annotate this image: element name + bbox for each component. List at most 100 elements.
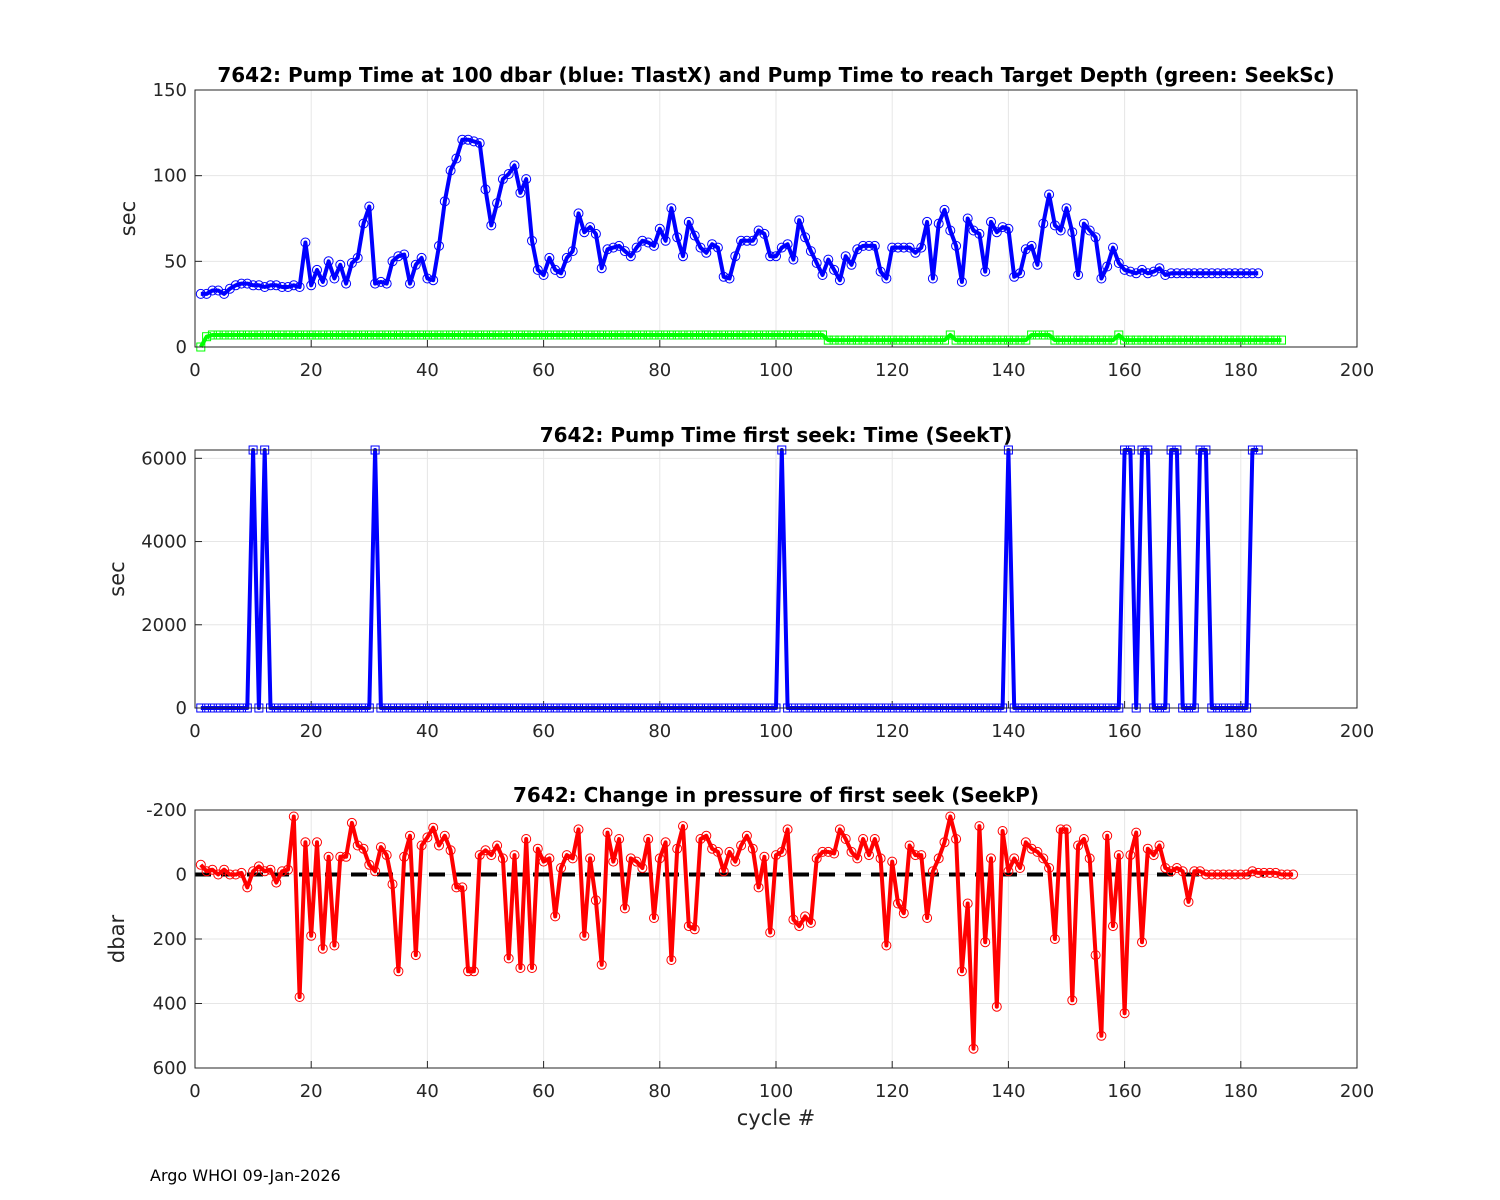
data-point bbox=[840, 834, 851, 844]
data-point bbox=[661, 330, 671, 340]
data-point bbox=[1056, 335, 1066, 345]
x-tick-label: 60 bbox=[532, 721, 555, 742]
data-point bbox=[747, 235, 758, 246]
data-point bbox=[695, 834, 706, 844]
data-point bbox=[747, 843, 758, 854]
data-point bbox=[812, 330, 822, 340]
data-point bbox=[416, 252, 427, 263]
data-point bbox=[881, 940, 892, 951]
data-point bbox=[312, 330, 322, 340]
data-point bbox=[805, 917, 816, 928]
data-point bbox=[1137, 335, 1147, 345]
data-point bbox=[997, 222, 1008, 233]
data-point bbox=[550, 330, 560, 340]
series-line-blue bbox=[200, 137, 1259, 296]
data-point bbox=[463, 330, 473, 340]
data-point bbox=[596, 959, 607, 970]
data-point bbox=[771, 251, 781, 262]
data-point bbox=[776, 846, 787, 857]
data-point bbox=[532, 843, 543, 854]
data-point bbox=[1044, 189, 1055, 200]
x-tick-label: 160 bbox=[1107, 721, 1141, 742]
data-point bbox=[788, 330, 798, 340]
data-point bbox=[1253, 268, 1264, 279]
data-point bbox=[405, 278, 415, 289]
data-point bbox=[620, 330, 630, 340]
data-point bbox=[1207, 335, 1217, 345]
data-point bbox=[852, 853, 863, 864]
data-point bbox=[910, 335, 920, 345]
data-point bbox=[1113, 258, 1124, 268]
data-point bbox=[533, 330, 543, 340]
x-tick-label: 100 bbox=[759, 1081, 793, 1102]
y-tick-label: 0 bbox=[176, 337, 187, 358]
data-point bbox=[980, 335, 990, 345]
x-tick-label: 120 bbox=[875, 360, 909, 381]
data-point bbox=[968, 1043, 979, 1054]
data-point bbox=[538, 856, 549, 867]
data-point bbox=[590, 228, 601, 239]
data-point bbox=[899, 335, 909, 345]
y-axis-label: sec bbox=[105, 561, 129, 596]
data-point bbox=[1259, 867, 1269, 878]
data-point bbox=[428, 822, 439, 833]
data-point bbox=[922, 913, 933, 923]
data-point bbox=[875, 266, 886, 277]
data-point bbox=[1195, 335, 1205, 345]
data-point bbox=[300, 237, 311, 248]
data-point bbox=[358, 218, 369, 229]
data-point bbox=[951, 335, 961, 345]
data-point bbox=[1212, 869, 1223, 880]
data-point bbox=[515, 963, 526, 973]
data-point bbox=[619, 903, 630, 914]
data-point bbox=[875, 853, 886, 864]
data-point bbox=[1020, 244, 1031, 255]
data-point bbox=[219, 330, 229, 340]
data-point bbox=[956, 966, 967, 977]
data-point bbox=[388, 330, 397, 340]
panel-3: 0 20 40 60 80 100 120 140 160 180 200 -200 0 200 400 60… bbox=[105, 783, 1374, 1130]
data-point bbox=[823, 335, 833, 345]
data-point bbox=[288, 811, 299, 822]
data-point bbox=[253, 280, 264, 291]
data-point bbox=[974, 821, 985, 832]
data-point bbox=[788, 254, 799, 265]
data-point bbox=[963, 335, 973, 345]
data-point bbox=[567, 246, 578, 257]
data-point bbox=[945, 330, 955, 340]
data-point bbox=[934, 335, 944, 345]
chart-title: 7642: Pump Time first seek: Time (SeekT) bbox=[540, 423, 1013, 447]
data-point bbox=[893, 898, 903, 909]
data-point bbox=[1091, 335, 1101, 345]
data-point bbox=[707, 843, 718, 854]
y-tick-label: 200 bbox=[153, 929, 187, 950]
data-point bbox=[475, 330, 485, 340]
data-point bbox=[538, 270, 549, 280]
data-point bbox=[399, 330, 409, 340]
data-point bbox=[544, 252, 555, 263]
data-point bbox=[684, 330, 694, 340]
y-tick-label: 4000 bbox=[141, 532, 187, 553]
data-point bbox=[1143, 335, 1153, 345]
x-tick-label: 0 bbox=[189, 721, 200, 742]
data-point bbox=[655, 330, 665, 340]
data-point bbox=[434, 330, 444, 340]
data-point bbox=[910, 850, 921, 861]
data-point bbox=[1200, 869, 1211, 880]
data-point bbox=[881, 335, 891, 345]
data-point bbox=[515, 187, 526, 198]
x-tick-label: 140 bbox=[991, 721, 1025, 742]
data-point bbox=[887, 242, 898, 253]
data-point bbox=[782, 824, 793, 835]
data-point bbox=[817, 846, 828, 857]
x-tick-label: 120 bbox=[875, 1081, 909, 1102]
x-tick-label: 100 bbox=[759, 721, 793, 742]
data-point bbox=[1149, 335, 1159, 345]
data-point bbox=[713, 330, 723, 340]
data-point bbox=[399, 851, 410, 862]
data-point bbox=[573, 824, 584, 835]
data-point bbox=[1096, 1030, 1107, 1041]
x-tick-label: 60 bbox=[532, 1081, 555, 1102]
data-point bbox=[579, 227, 590, 238]
